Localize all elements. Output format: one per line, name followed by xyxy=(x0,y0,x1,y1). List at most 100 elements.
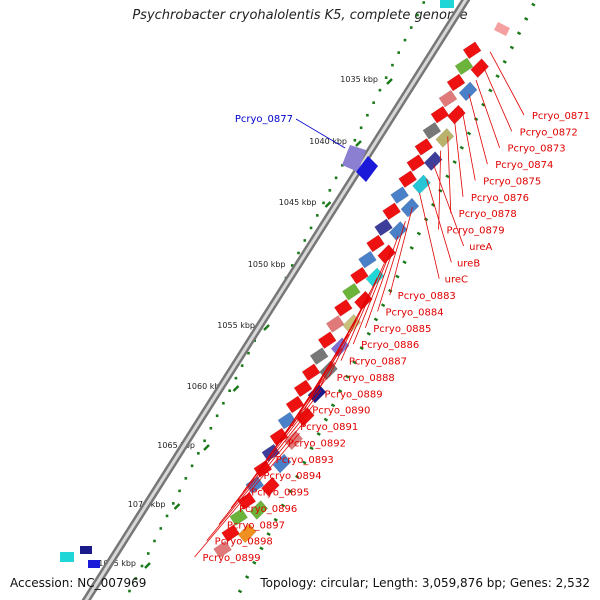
major-tick xyxy=(232,385,240,392)
inner-scale-dash xyxy=(266,532,271,537)
scale-dot xyxy=(222,401,225,405)
inner-scale-dash xyxy=(445,174,450,179)
gene-label: Pcryo_0885 xyxy=(373,324,431,335)
gene-top-pink xyxy=(494,22,510,36)
scale-dot xyxy=(372,101,375,104)
gene-arrow xyxy=(301,363,321,382)
major-tick xyxy=(324,201,332,208)
kbp-label: 1065 kbp xyxy=(157,441,195,450)
inner-scale-dash xyxy=(302,460,307,465)
inner-scale-dash xyxy=(495,74,500,79)
leader-line xyxy=(433,164,464,247)
gene-arrow xyxy=(277,411,297,430)
gene-label: Pcryo_0895 xyxy=(251,488,309,499)
leader-line xyxy=(489,51,525,116)
scale-dot xyxy=(334,176,338,180)
gene-block xyxy=(435,128,455,148)
leader-line xyxy=(419,192,440,279)
gene-label: Pcryo_0890 xyxy=(312,406,370,417)
inner-scale-dash xyxy=(438,188,443,193)
inner-scale-dash xyxy=(345,374,350,379)
leader-line xyxy=(461,108,476,181)
gene-block xyxy=(458,81,478,102)
gene-block xyxy=(412,174,431,195)
gene-label: Pcryo_0875 xyxy=(483,176,541,187)
scale-dot xyxy=(297,251,300,255)
inner-scale-dash xyxy=(373,317,379,322)
scale-dot xyxy=(140,564,144,568)
inner-scale-dash xyxy=(409,245,414,250)
gene-label-highlight: Pcryo_0877 xyxy=(235,114,293,125)
kbp-label: 1075 kbp xyxy=(98,559,136,568)
scale-dot xyxy=(165,514,169,518)
genome-backbone xyxy=(81,0,471,600)
leader-line xyxy=(352,249,392,345)
scale-dot xyxy=(378,88,382,92)
kbp-label: 1050 kbp xyxy=(248,260,286,269)
scale-dot xyxy=(359,126,363,130)
inner-scale-dash xyxy=(273,517,278,522)
inner-scale-dash xyxy=(237,589,243,594)
gene-label: Pcryo_0896 xyxy=(239,504,297,515)
scale-dot xyxy=(316,214,319,217)
scale-dot xyxy=(184,477,188,480)
scale-dot xyxy=(303,239,307,242)
gene-block xyxy=(342,314,362,334)
leader-line xyxy=(206,418,307,541)
inner-scale-dash xyxy=(466,131,472,136)
gene-block xyxy=(447,104,466,125)
scale-dot xyxy=(409,26,413,29)
leader-line xyxy=(194,432,300,558)
gene-arrow xyxy=(446,73,466,92)
gene-label: Pcryo_0897 xyxy=(227,520,285,531)
gene-arrow xyxy=(350,266,369,285)
scale-dot xyxy=(422,1,426,4)
gene-arrow xyxy=(422,121,442,140)
scale-dot xyxy=(247,351,250,355)
major-tick xyxy=(203,444,210,451)
inner-scale-dash xyxy=(481,102,486,107)
leader-line xyxy=(482,65,513,132)
gene-label: Pcryo_0879 xyxy=(446,226,504,237)
kbp-label: 1055 kbp xyxy=(217,321,255,330)
leader-line-highlight xyxy=(295,118,346,149)
scale-dot xyxy=(153,539,156,543)
kbp-label: 1060 kbp xyxy=(187,382,225,391)
scale-dot xyxy=(203,439,206,443)
gene-label: ureA xyxy=(469,242,492,253)
gene-arrow xyxy=(342,282,361,301)
leader-line xyxy=(475,79,500,148)
kbp-label: 1035 kbp xyxy=(340,75,378,84)
leader-line xyxy=(230,390,321,509)
leader-line xyxy=(389,207,413,296)
leader-line xyxy=(340,263,385,361)
gene-arrow xyxy=(430,105,450,124)
gene-label: Pcryo_0887 xyxy=(349,357,407,368)
inner-scale-dash xyxy=(287,489,293,494)
leader-line xyxy=(377,221,406,312)
gene-label: Pcryo_0889 xyxy=(324,389,382,400)
gene-label: Pcryo_0874 xyxy=(495,160,553,171)
gene-arrow xyxy=(213,540,232,559)
gene-label: Pcryo_0873 xyxy=(507,144,565,155)
gene-arrow xyxy=(333,299,353,317)
scale-dot xyxy=(178,489,181,493)
major-tick xyxy=(144,562,151,569)
leader-line xyxy=(426,178,452,263)
gene-label: Pcryo_0892 xyxy=(288,438,346,449)
gene-arrow xyxy=(358,250,377,269)
gene-label: Pcryo_0891 xyxy=(300,422,358,433)
scale-dot xyxy=(328,189,332,192)
gene-block xyxy=(295,407,315,427)
label-leader-lines xyxy=(194,51,525,558)
gene-arrow xyxy=(406,154,426,172)
scale-dot xyxy=(309,226,313,230)
gene-label: ureC xyxy=(445,275,468,286)
gene-label: Pcryo_0876 xyxy=(471,193,529,204)
inner-scale-dash xyxy=(323,417,329,422)
inner-scale-dash xyxy=(509,45,515,50)
scale-dot xyxy=(197,452,200,455)
gene-block xyxy=(249,500,269,520)
scale-dot xyxy=(322,201,325,205)
outer-dotted-scale xyxy=(128,1,536,594)
